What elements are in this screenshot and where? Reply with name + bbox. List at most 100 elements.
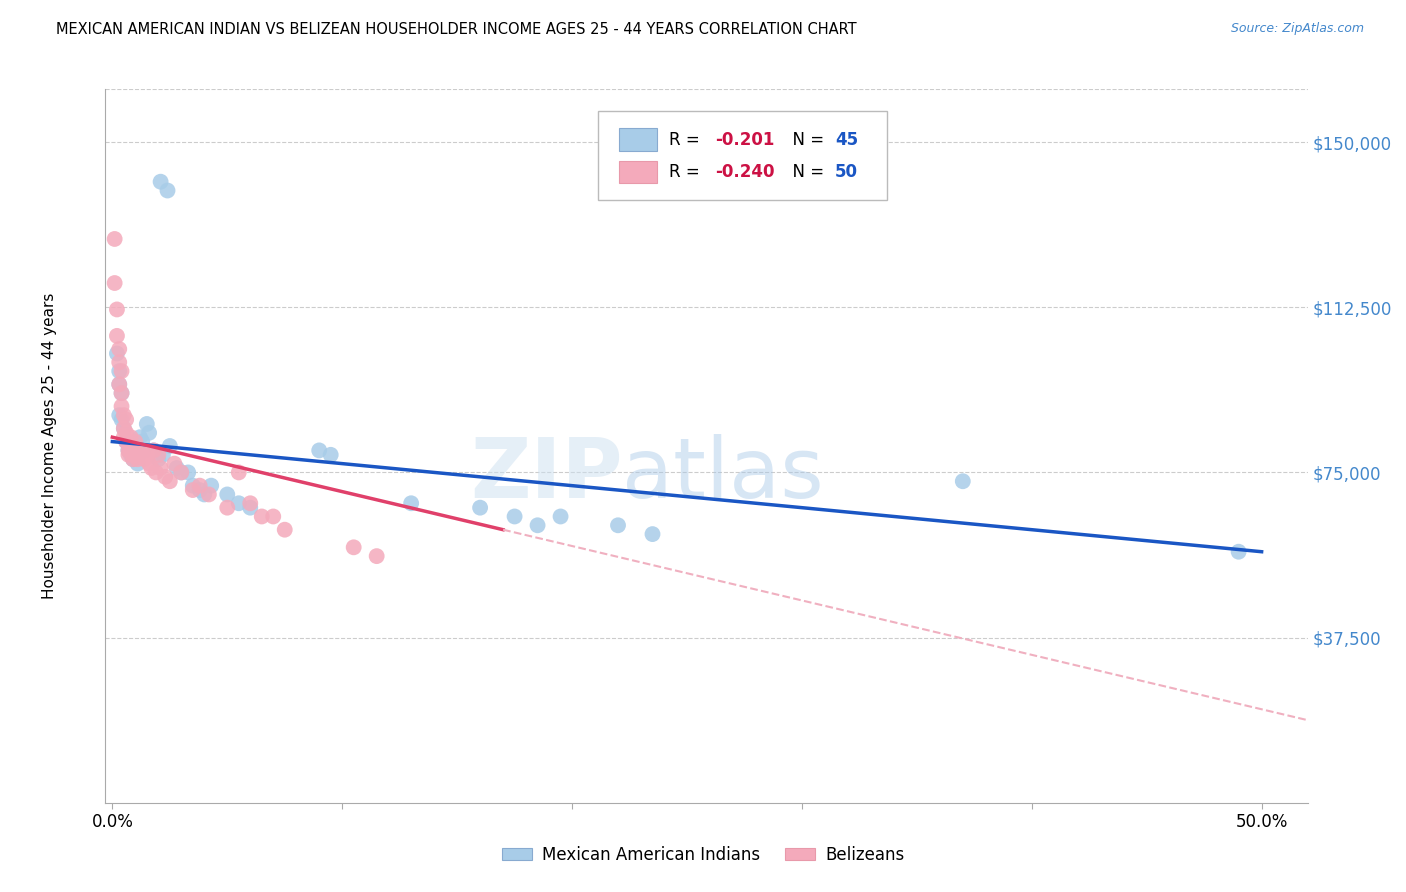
Point xyxy=(181,478,204,492)
Point xyxy=(110,412,132,426)
Text: -0.240: -0.240 xyxy=(714,163,775,181)
Point xyxy=(115,412,138,426)
Point xyxy=(193,487,215,501)
Text: 50: 50 xyxy=(835,163,858,181)
Legend: Mexican American Indians, Belizeans: Mexican American Indians, Belizeans xyxy=(495,839,911,871)
Text: atlas: atlas xyxy=(623,434,824,515)
Point xyxy=(124,434,146,449)
Point xyxy=(641,527,664,541)
Point xyxy=(155,470,177,484)
Point xyxy=(181,483,204,497)
Point xyxy=(142,443,165,458)
Point xyxy=(108,408,131,422)
Text: R =: R = xyxy=(669,131,706,149)
Point xyxy=(105,302,128,317)
Point xyxy=(159,475,181,489)
Point xyxy=(262,509,284,524)
Point xyxy=(115,434,138,449)
Point xyxy=(117,443,139,458)
Point xyxy=(503,509,526,524)
FancyBboxPatch shape xyxy=(619,161,657,184)
FancyBboxPatch shape xyxy=(599,111,887,200)
Point xyxy=(124,448,146,462)
Point xyxy=(112,421,135,435)
Point xyxy=(135,417,157,431)
Point xyxy=(526,518,548,533)
Point xyxy=(217,500,239,515)
Point xyxy=(112,430,135,444)
Point xyxy=(170,466,193,480)
Point xyxy=(129,443,152,458)
Point xyxy=(550,509,572,524)
Point xyxy=(138,457,160,471)
Text: MEXICAN AMERICAN INDIAN VS BELIZEAN HOUSEHOLDER INCOME AGES 25 - 44 YEARS CORREL: MEXICAN AMERICAN INDIAN VS BELIZEAN HOUS… xyxy=(56,22,856,37)
Point xyxy=(105,329,128,343)
Point xyxy=(105,346,128,360)
Point xyxy=(112,421,135,435)
Point xyxy=(468,500,491,515)
Point xyxy=(129,430,152,444)
Text: 45: 45 xyxy=(835,131,858,149)
Point xyxy=(127,452,149,467)
Point xyxy=(145,466,167,480)
Point xyxy=(127,457,149,471)
Text: ZIP: ZIP xyxy=(470,434,623,515)
Point xyxy=(149,175,172,189)
Point xyxy=(110,386,132,401)
Point xyxy=(308,443,330,458)
Point xyxy=(134,443,156,458)
Point xyxy=(1227,545,1250,559)
Point xyxy=(217,487,239,501)
Text: Source: ZipAtlas.com: Source: ZipAtlas.com xyxy=(1230,22,1364,36)
Point xyxy=(159,439,181,453)
Point xyxy=(122,448,145,462)
Point xyxy=(319,448,342,462)
Point xyxy=(108,377,131,392)
Point xyxy=(110,364,132,378)
Point xyxy=(108,355,131,369)
Point xyxy=(108,377,131,392)
Point xyxy=(142,443,165,458)
Point xyxy=(607,518,630,533)
Text: R =: R = xyxy=(669,163,706,181)
Point xyxy=(228,496,250,510)
Point xyxy=(108,342,131,356)
Point xyxy=(163,457,186,471)
Point xyxy=(112,408,135,422)
Point xyxy=(122,452,145,467)
Point xyxy=(135,448,157,462)
Point xyxy=(138,425,160,440)
Point xyxy=(239,496,262,510)
Point xyxy=(188,478,211,492)
Point xyxy=(156,184,179,198)
Point xyxy=(110,400,132,414)
Point xyxy=(366,549,388,563)
Point xyxy=(134,452,156,467)
Point xyxy=(166,461,188,475)
Point xyxy=(170,466,193,480)
Text: N =: N = xyxy=(782,163,830,181)
Point xyxy=(115,425,138,440)
Point xyxy=(117,443,139,458)
Text: N =: N = xyxy=(782,131,830,149)
Point xyxy=(188,483,211,497)
FancyBboxPatch shape xyxy=(619,128,657,152)
Point xyxy=(148,452,170,467)
Point xyxy=(124,443,146,458)
Point xyxy=(120,443,142,458)
Y-axis label: Householder Income Ages 25 - 44 years: Householder Income Ages 25 - 44 years xyxy=(42,293,56,599)
Point xyxy=(952,475,974,489)
Point xyxy=(141,461,163,475)
Point xyxy=(120,448,142,462)
Point xyxy=(131,434,153,449)
Point xyxy=(148,448,170,462)
Point xyxy=(152,448,174,462)
Point xyxy=(115,434,138,449)
Point xyxy=(104,232,127,246)
Point xyxy=(274,523,297,537)
Point xyxy=(239,500,262,515)
Point xyxy=(343,541,366,555)
Point xyxy=(399,496,422,510)
Point xyxy=(228,466,250,480)
Point xyxy=(250,509,273,524)
